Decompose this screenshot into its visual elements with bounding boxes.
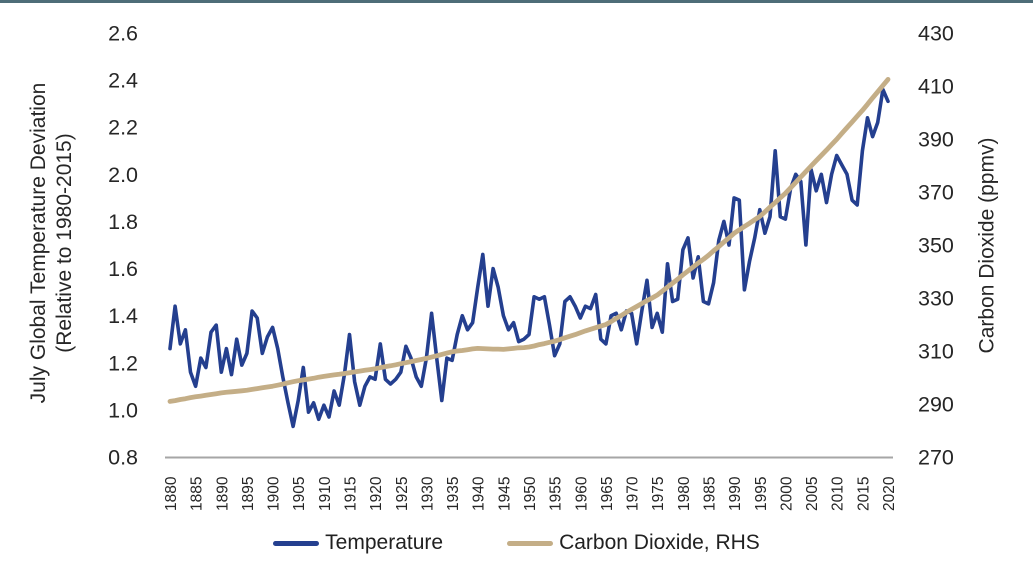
right-axis-tick-label: 270	[918, 446, 954, 470]
left-axis-tick-label: 1.0	[108, 398, 138, 422]
x-axis-tick-label: 1910	[317, 476, 334, 511]
x-axis-tick-label: 1990	[727, 476, 744, 511]
left-axis-tick-label: 0.8	[108, 446, 138, 470]
x-axis-tick-label: 2005	[804, 477, 821, 511]
right-axis-tick-label: 410	[918, 75, 954, 99]
x-axis-tick-label: 1880	[163, 476, 180, 511]
right-axis-tick-label: 370	[918, 181, 954, 205]
x-axis-tick-label: 1955	[548, 477, 565, 511]
x-axis-tick-label: 1940	[471, 476, 488, 511]
x-axis-tick-label: 1890	[214, 476, 231, 511]
left-axis-title: July Global Temperature Deviation (Relat…	[26, 33, 78, 453]
left-axis-tick-label: 2.4	[108, 69, 138, 93]
x-axis-tick-label: 2000	[778, 476, 795, 511]
x-axis-tick-label: 1985	[702, 477, 719, 511]
left-axis-tick-label: 1.4	[108, 304, 138, 328]
left-axis-tick-label: 1.6	[108, 257, 138, 281]
x-axis-tick-label: 1980	[676, 476, 693, 511]
x-axis-tick-label: 1900	[266, 476, 283, 511]
left-axis-tick-label: 1.2	[108, 351, 138, 375]
carbon-dioxide-line	[167, 77, 891, 404]
x-axis-tick-label: 2015	[855, 477, 872, 511]
x-axis-tick-label: 2020	[881, 476, 898, 511]
x-axis-tick-label: 1970	[625, 476, 642, 511]
x-axis-tick-label: 1925	[394, 477, 411, 511]
top-border-line	[0, 0, 1033, 3]
right-axis-tick-label: 390	[918, 128, 954, 152]
left-axis-tick-label: 2.0	[108, 163, 138, 187]
x-axis-tick-label: 1995	[753, 477, 770, 511]
left-axis-title-line1: July Global Temperature Deviation	[27, 82, 50, 404]
x-axis-tick-label: 1965	[599, 477, 616, 511]
left-axis-title-line2: (Relative to 1980-2015)	[53, 133, 77, 353]
temperature-line-swatch	[273, 540, 320, 546]
left-axis-tick-label: 1.8	[108, 210, 138, 234]
x-axis-tick-label: 1895	[240, 477, 257, 511]
x-axis-tick-label: 1930	[419, 476, 436, 511]
x-axis-tick-label: 1885	[189, 477, 206, 511]
left-axis-tick-label: 2.6	[108, 22, 138, 46]
legend-item-temperature: Temperature	[273, 531, 443, 555]
x-axis-tick-label: 1920	[368, 476, 385, 511]
right-axis-title: Carbon Dioxide (ppmv)	[975, 96, 1002, 396]
right-axis-tick-label: 330	[918, 287, 954, 311]
legend-label-carbon-dioxide: Carbon Dioxide, RHS	[559, 531, 760, 554]
x-axis-tick-label: 1960	[573, 476, 590, 511]
legend-item-carbon-dioxide: Carbon Dioxide, RHS	[507, 531, 760, 555]
x-axis-tick-label: 2010	[830, 476, 847, 511]
temperature-line	[168, 87, 890, 429]
right-axis-tick-label: 290	[918, 393, 954, 417]
x-axis-tick-label: 1915	[343, 477, 360, 511]
x-axis-tick-label: 1945	[496, 477, 513, 511]
carbon-dioxide-line-swatch	[507, 540, 554, 546]
left-axis-tick-label: 2.2	[108, 116, 138, 140]
chart-legend: Temperature Carbon Dioxide, RHS	[0, 531, 1033, 555]
x-axis-tick-label: 1905	[291, 477, 308, 511]
right-axis-tick-label: 310	[918, 340, 954, 364]
x-axis-tick-label: 1935	[445, 477, 462, 511]
legend-label-temperature: Temperature	[325, 531, 444, 554]
right-axis-title-text: Carbon Dioxide (ppmv)	[975, 137, 999, 354]
right-axis-tick-label: 430	[918, 22, 954, 46]
x-axis-tick-label: 1975	[650, 477, 667, 511]
right-axis-tick-label: 350	[918, 234, 954, 258]
x-axis-tick-label: 1950	[522, 476, 539, 511]
